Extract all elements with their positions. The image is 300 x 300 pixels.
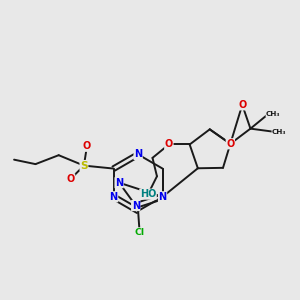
Text: HO: HO [140, 189, 156, 199]
Text: N: N [115, 178, 123, 188]
Text: O: O [226, 139, 235, 149]
Text: N: N [132, 200, 140, 211]
Text: N: N [158, 192, 166, 202]
Text: CH₃: CH₃ [272, 129, 286, 135]
Text: N: N [110, 192, 118, 202]
Text: Cl: Cl [134, 228, 145, 237]
Text: S: S [80, 160, 88, 171]
Text: O: O [83, 141, 91, 151]
Text: N: N [134, 149, 142, 160]
Text: O: O [66, 174, 75, 184]
Text: O: O [238, 100, 246, 110]
Text: O: O [165, 140, 173, 149]
Text: CH₃: CH₃ [266, 111, 281, 117]
